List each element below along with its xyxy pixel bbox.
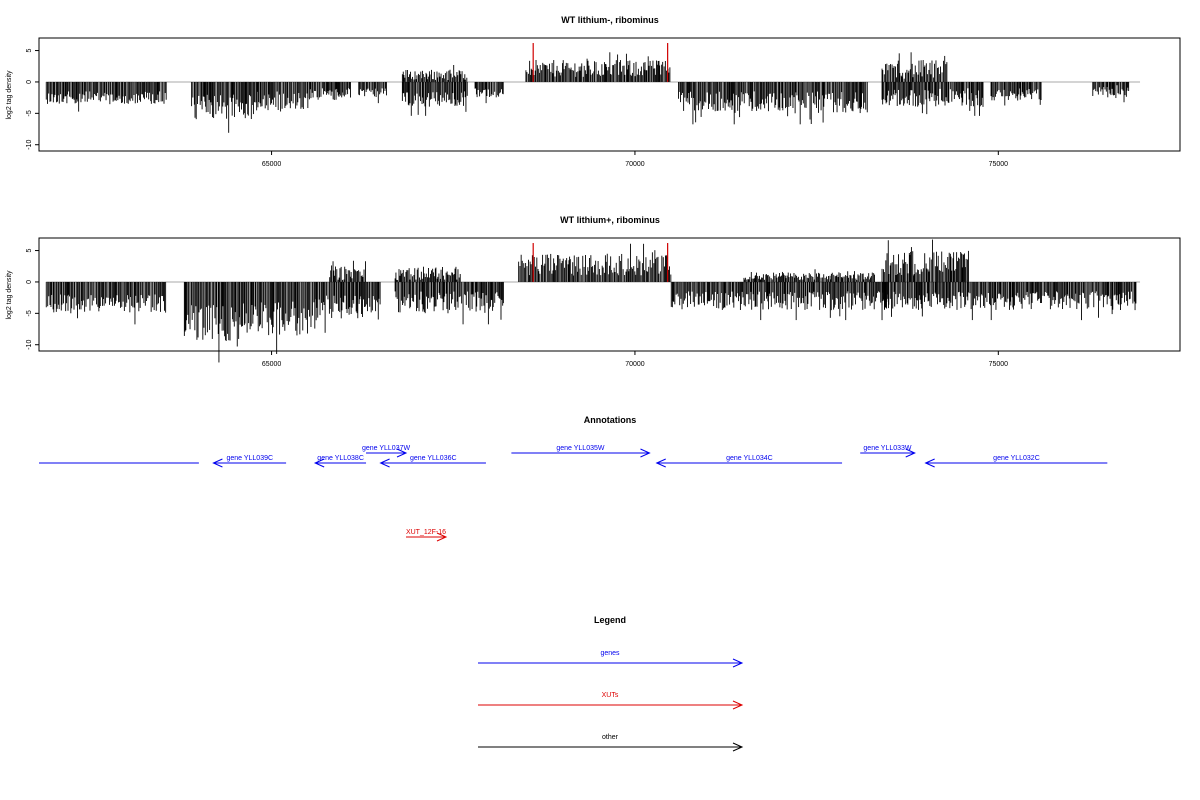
gene-arrow-head [640, 448, 651, 458]
gene-arrow-head [655, 458, 666, 468]
gene-label: gene YLL035W [556, 445, 605, 452]
y-tick-label: 0 [26, 80, 33, 84]
panel-lithium-minus: WT lithium-, ribominus log2 tag density … [6, 15, 1181, 168]
gene-arrow-head [905, 448, 916, 458]
y-axis-label: log2 tag density [6, 70, 13, 120]
xut-arrow-head [436, 532, 448, 542]
gene-label: gene YLL036C [410, 455, 457, 462]
legend-title: Legend [594, 615, 626, 625]
legend-label: other [602, 734, 619, 741]
panel-title: WT lithium-, ribominus [561, 15, 659, 25]
gene-arrow-head [924, 458, 935, 468]
annotations-title: Annotations [584, 415, 637, 425]
gene-arrow-head [396, 448, 408, 458]
y-tick-label: -10 [26, 340, 33, 350]
y-tick-label: -5 [26, 110, 33, 116]
bar-group [45, 239, 1141, 363]
x-tick-label: 75000 [989, 161, 1009, 168]
y-tick-label: 5 [26, 49, 33, 53]
bar-group [45, 43, 1141, 133]
plot-frame [38, 37, 1181, 152]
y-axis-label: log2 tag density [6, 270, 13, 320]
panel-lithium-plus: WT lithium+, ribominus log2 tag density … [6, 215, 1181, 368]
legend: Legend genes XUTs other [478, 615, 744, 752]
xut-label: XUT_12F-16 [406, 529, 446, 536]
gene-label: gene YLL038C [317, 455, 364, 462]
legend-arrow-head [732, 700, 744, 710]
gene-arrow-head [379, 458, 390, 468]
gene-arrow-head [313, 458, 325, 468]
x-tick-label: 70000 [625, 361, 645, 368]
x-tick-label: 70000 [625, 161, 645, 168]
gene-label: gene YLL034C [726, 455, 773, 462]
legend-label: genes [600, 650, 620, 657]
legend-label: XUTs [602, 692, 619, 699]
x-tick-label: 65000 [262, 161, 282, 168]
legend-items: genes XUTs other [478, 650, 744, 752]
gene-label: gene YLL032C [993, 455, 1040, 462]
plot-frame [38, 237, 1181, 352]
annotations-track: Annotations gene YLL039C gene YLL038Cgene… [39, 415, 1108, 542]
y-tick-label: -5 [26, 310, 33, 316]
panel-title: WT lithium+, ribominus [560, 215, 660, 225]
tick-group: -10 -5 0 5 65000 70000 75000 [26, 49, 1008, 168]
gene-label: gene YLL037W [362, 445, 411, 452]
gene-label: gene YLL039C [226, 455, 273, 462]
legend-arrow-head [732, 742, 744, 752]
x-tick-label: 75000 [989, 361, 1009, 368]
gene-arrow-head [212, 458, 223, 468]
y-tick-label: 5 [26, 249, 33, 253]
gene-label: gene YLL033W [863, 445, 912, 452]
y-tick-label: 0 [26, 280, 33, 284]
legend-arrow-head [732, 658, 744, 668]
tick-group: -10 -5 0 5 65000 70000 75000 [26, 249, 1008, 368]
y-tick-label: -10 [26, 140, 33, 150]
x-tick-label: 65000 [262, 361, 282, 368]
annotation-marks: gene YLL039C gene YLL038C gene YLL037W gene… [39, 445, 1108, 542]
